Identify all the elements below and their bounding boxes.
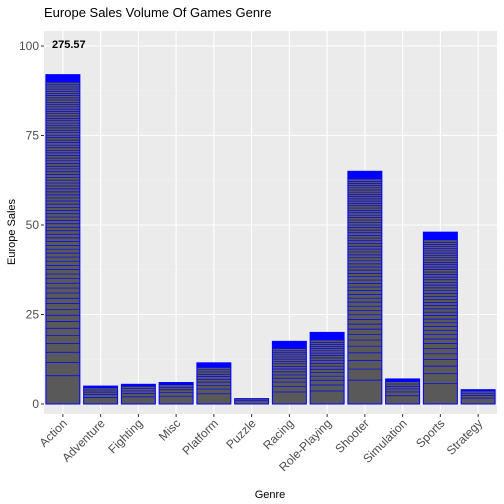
bar-misc [158,382,194,405]
y-tick-label: 100 [19,39,39,53]
bar-cap [121,384,156,387]
bar-cap [83,386,118,389]
bar-cap [159,382,194,386]
bar-fill [422,231,458,405]
bar-fill [460,389,496,405]
y-axis-ticks: 0 25 50 75 100 [19,39,44,411]
x-tick-label: Puzzle [223,416,259,452]
y-tick-label: 0 [32,397,39,411]
bar-fill [45,74,81,405]
bar-cap [234,398,269,400]
x-tick-label: Misc [156,416,183,443]
x-tick-label: Action [37,416,70,449]
bar-simulation [385,378,421,405]
bar-cap [423,232,458,241]
x-tick-label: Racing [260,416,296,452]
y-tick-label: 25 [26,308,40,322]
bar-role-playing [309,331,345,405]
bar-strategy [460,389,496,405]
bar-action [45,74,81,405]
bar-adventure [83,385,119,405]
bar-cap [461,389,496,392]
y-tick-label: 50 [26,218,40,232]
bar-fill [309,331,345,405]
bar-platform [196,362,232,405]
plot-panel [44,31,497,414]
bar-fill [271,340,307,405]
bar-cap [45,74,80,83]
bar-shooter [347,170,383,405]
x-tick-label: Strategy [444,416,486,458]
x-axis-title: Genre [255,489,286,501]
bar-sports [422,231,458,405]
bar-puzzle [234,398,270,405]
bar-fill [158,382,194,405]
bar-cap [385,378,420,382]
bar-racing [271,340,307,405]
y-axis-title: Europe Sales [6,198,18,265]
bar-cap [196,362,231,368]
bar-fill [120,383,156,405]
x-tick-label: Platform [179,416,220,457]
x-tick-label: Fighting [105,416,145,456]
bar-fill [83,385,119,405]
bar-cap [347,171,382,180]
bar-fill [196,362,232,405]
y-tick-label: 75 [26,129,40,143]
bar-fill [385,378,421,405]
bar-cap [310,332,345,341]
bars [45,74,496,405]
bar-fighting [120,383,156,405]
bar-fill [234,398,270,405]
total-annotation: 275.57 [52,39,86,51]
x-tick-label: Sports [413,416,447,450]
chart-title: Europe Sales Volume Of Games Genre [44,5,272,20]
bar-cap [272,341,307,349]
